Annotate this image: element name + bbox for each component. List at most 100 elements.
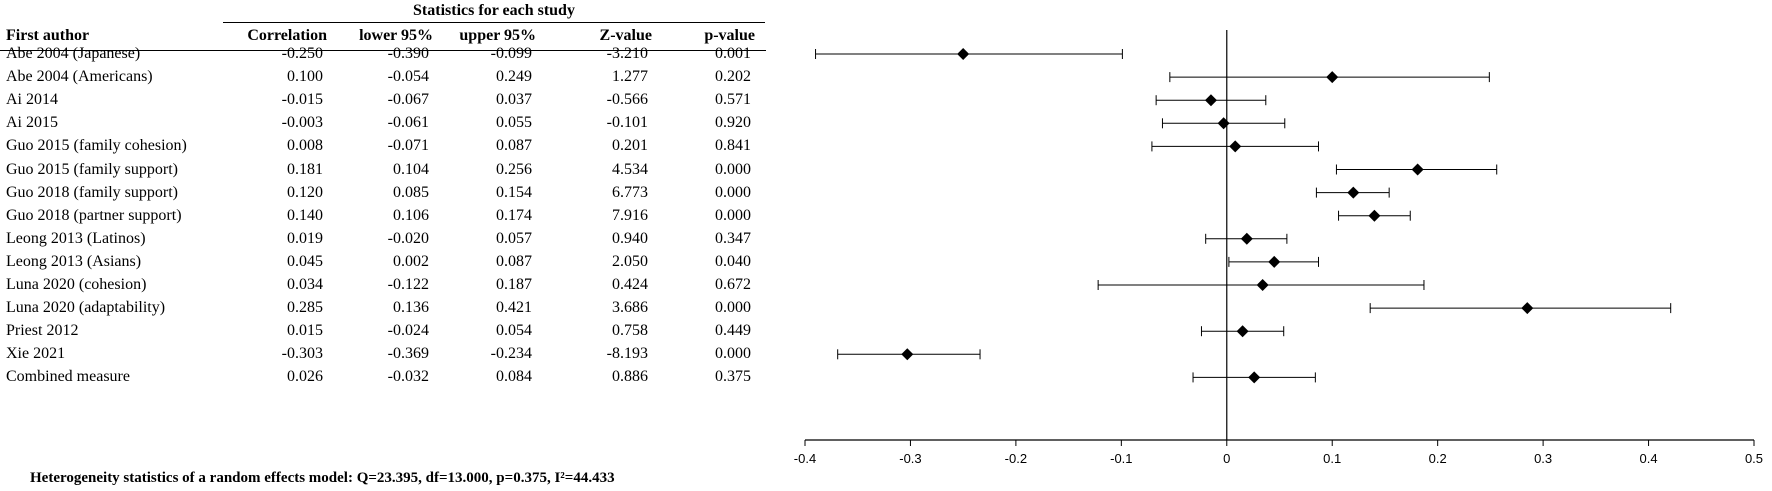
cell-p: 0.920 [715,114,751,132]
point-marker [957,48,970,60]
cell-correlation: 0.100 [287,68,323,86]
cell-z: 0.940 [612,229,648,247]
point-marker [1326,71,1339,84]
cell-p: 0.571 [715,91,751,109]
cell-z: 4.534 [612,160,648,178]
cell-z: 0.758 [612,322,648,340]
cell-correlation: 0.045 [287,252,323,270]
cell-upper: 0.055 [496,114,532,132]
table-row: Luna 2020 (adaptability) 0.285 0.136 0.421 3… [0,295,766,321]
x-tick-label: -0.3 [899,451,921,466]
x-tick-label: -0.4 [794,451,816,466]
cell-z: -0.101 [606,114,648,132]
cell-p: 0.375 [715,368,751,386]
col-head-z: Z-value [599,27,652,44]
cell-upper: 0.037 [496,91,532,109]
cell-upper: 0.421 [496,299,532,317]
study-name: Priest 2012 [6,322,79,340]
cell-upper: 0.187 [496,276,532,293]
x-tick-label: 0.2 [1429,451,1447,466]
cell-p: 0.672 [715,276,751,293]
col-head-p: p-value [704,27,755,44]
cell-lower: -0.390 [387,45,429,62]
table-row: Xie 2021 -0.303 -0.369 -0.234 -8.193 0.000 [0,341,766,367]
point-marker [1368,209,1381,222]
cell-z: 0.886 [612,368,648,386]
col-head-upper: upper 95% [459,27,536,44]
col-head-lower: lower 95% [359,27,433,44]
cell-z: 0.424 [612,276,648,293]
heterogeneity-statistics: Heterogeneity statistics of a random eff… [30,470,615,486]
cell-p: 0.000 [715,160,751,178]
table-row: Abe 2004 (Japanese) -0.250 -0.390 -0.099 -3.… [0,41,766,67]
x-tick-label: 0 [1223,451,1230,466]
cell-p: 0.000 [715,299,751,317]
x-tick-label: 0.1 [1323,451,1341,466]
study-name: Luna 2020 (adaptability) [6,299,166,317]
cell-correlation: 0.015 [287,322,323,340]
cell-p: 0.000 [715,183,751,201]
study-name: Guo 2015 (family cohesion) [6,137,187,155]
cell-p: 0.040 [715,252,751,270]
cell-z: -3.210 [606,45,648,62]
point-marker [1521,302,1534,315]
point-marker [1217,117,1230,130]
x-tick-label: -0.1 [1110,451,1132,466]
point-marker [1256,279,1269,291]
cell-upper: -0.099 [490,45,532,62]
table-row: Ai 2014 -0.015 -0.067 0.037 -0.566 0.571 [0,87,766,113]
x-tick-label: 0.5 [1745,451,1763,466]
cell-lower: -0.024 [387,322,429,340]
point-marker [1204,94,1217,107]
cell-lower: -0.032 [387,368,429,386]
cell-lower: -0.054 [387,68,429,86]
point-marker [1236,325,1249,338]
cell-z: 1.277 [612,68,648,86]
cell-correlation: 0.120 [287,183,323,201]
cell-lower: 0.136 [393,299,429,317]
cell-p: 0.347 [715,229,751,247]
cell-correlation: 0.019 [287,229,323,247]
cell-correlation: -0.303 [281,345,323,363]
cell-correlation: 0.034 [287,276,323,293]
point-marker [1411,163,1424,176]
x-tick-label: 0.4 [1640,451,1658,466]
study-name: Abe 2004 (Americans) [6,68,153,86]
table-row: Luna 2020 (cohesion) 0.034 -0.122 0.187 0.42… [0,272,766,298]
cell-upper: 0.174 [496,206,532,224]
point-marker [1240,232,1253,245]
cell-upper: 0.154 [496,183,532,201]
cell-correlation: -0.015 [281,91,323,109]
cell-z: -8.193 [606,345,648,363]
x-tick-label: 0.3 [1534,451,1552,466]
group-header: Statistics for each study [223,0,765,23]
cell-lower: 0.106 [393,206,429,224]
x-tick-label: -0.2 [1005,451,1027,466]
cell-correlation: -0.250 [281,45,323,62]
cell-z: 7.916 [612,206,648,224]
col-head-correlation: Correlation [247,27,327,44]
cell-lower: -0.067 [387,91,429,109]
study-name: Ai 2015 [6,114,58,132]
point-marker [1229,140,1242,153]
header-rule [0,50,766,51]
table-row: Guo 2018 (partner support) 0.140 0.106 0.17… [0,203,766,229]
cell-lower: -0.122 [387,276,429,293]
point-marker [901,348,914,361]
table-row: Guo 2018 (family support) 0.120 0.085 0.154… [0,180,766,206]
cell-z: 0.201 [612,137,648,155]
cell-p: 0.001 [715,45,751,62]
col-head-study: First author [6,27,90,44]
cell-p: 0.000 [715,345,751,363]
table-row: Leong 2013 (Asians) 0.045 0.002 0.087 2.050 0… [0,249,766,275]
cell-correlation: 0.140 [287,206,323,224]
cell-p: 0.202 [715,68,751,86]
cell-upper: -0.234 [490,345,532,363]
point-marker [1268,255,1281,268]
table-row: Combined measure 0.026 -0.032 0.084 0.886 0.3… [0,364,766,390]
cell-p: 0.841 [715,137,751,155]
table-row: Leong 2013 (Latinos) 0.019 -0.020 0.057 0.94… [0,226,766,252]
cell-lower: -0.020 [387,229,429,247]
study-name: Guo 2018 (partner support) [6,206,182,224]
cell-z: 2.050 [612,252,648,270]
